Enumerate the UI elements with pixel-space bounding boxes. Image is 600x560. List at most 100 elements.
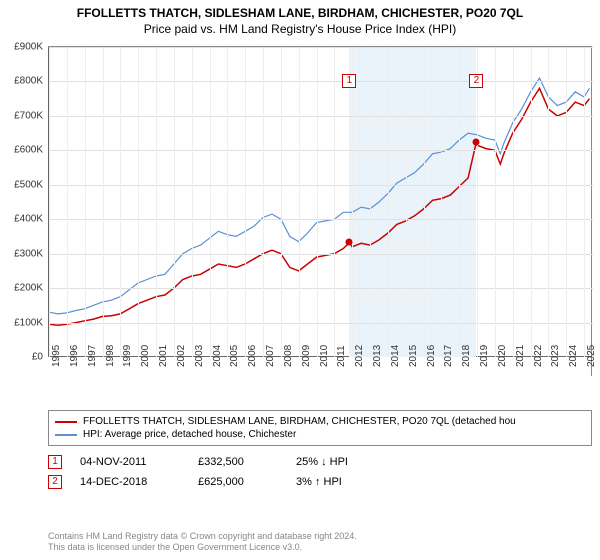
chart-area: 12 £0£100K£200K£300K£400K£500K£600K£700K… bbox=[48, 46, 592, 376]
x-tick-label: 2010 bbox=[319, 345, 330, 367]
x-tick-label: 2024 bbox=[568, 345, 579, 367]
gridline-v bbox=[441, 47, 442, 357]
gridline-v bbox=[566, 47, 567, 357]
x-tick-label: 2020 bbox=[497, 345, 508, 367]
y-tick-label: £600K bbox=[3, 145, 43, 156]
gridline-v bbox=[424, 47, 425, 357]
x-tick-label: 2006 bbox=[247, 345, 258, 367]
series-line bbox=[49, 78, 589, 314]
sales-table: 1 04-NOV-2011 £332,500 25% ↓ HPI 2 14-DEC-201… bbox=[48, 452, 592, 492]
legend-item: HPI: Average price, detached house, Chic… bbox=[55, 428, 585, 441]
line-layer bbox=[49, 47, 593, 357]
x-tick-label: 1998 bbox=[105, 345, 116, 367]
gridline-v bbox=[459, 47, 460, 357]
gridline-v bbox=[138, 47, 139, 357]
x-tick-label: 2018 bbox=[461, 345, 472, 367]
footer-text: Contains HM Land Registry data © Crown c… bbox=[48, 531, 357, 554]
y-tick-label: £100K bbox=[3, 317, 43, 328]
sales-row: 1 04-NOV-2011 £332,500 25% ↓ HPI bbox=[48, 452, 592, 472]
gridline-h bbox=[49, 47, 593, 48]
gridline-v bbox=[334, 47, 335, 357]
legend-item: FFOLLETTS THATCH, SIDLESHAM LANE, BIRDHA… bbox=[55, 415, 585, 428]
chart-title: FFOLLETTS THATCH, SIDLESHAM LANE, BIRDHA… bbox=[0, 0, 600, 20]
y-tick-label: £400K bbox=[3, 214, 43, 225]
gridline-v bbox=[49, 47, 50, 357]
legend-swatch bbox=[55, 434, 77, 436]
legend-swatch bbox=[55, 421, 77, 423]
x-tick-label: 2017 bbox=[443, 345, 454, 367]
x-tick-label: 1996 bbox=[69, 345, 80, 367]
x-tick-label: 2023 bbox=[550, 345, 561, 367]
gridline-v bbox=[210, 47, 211, 357]
y-tick-label: £300K bbox=[3, 248, 43, 259]
chart-subtitle: Price paid vs. HM Land Registry's House … bbox=[0, 20, 600, 36]
y-tick-label: £800K bbox=[3, 76, 43, 87]
x-tick-label: 2015 bbox=[408, 345, 419, 367]
footer-line2: This data is licensed under the Open Gov… bbox=[48, 542, 357, 554]
legend: FFOLLETTS THATCH, SIDLESHAM LANE, BIRDHA… bbox=[48, 410, 592, 446]
gridline-v bbox=[281, 47, 282, 357]
gridline-v bbox=[548, 47, 549, 357]
sale-marker-icon: 1 bbox=[48, 455, 62, 469]
plot-region: 12 bbox=[48, 47, 592, 357]
x-tick-label: 1995 bbox=[51, 345, 62, 367]
x-tick-label: 2004 bbox=[212, 345, 223, 367]
gridline-h bbox=[49, 150, 593, 151]
x-tick-label: 2019 bbox=[479, 345, 490, 367]
x-tick-label: 2003 bbox=[194, 345, 205, 367]
gridline-v bbox=[263, 47, 264, 357]
gridline-h bbox=[49, 323, 593, 324]
gridline-v bbox=[85, 47, 86, 357]
sale-marker-icon: 2 bbox=[48, 475, 62, 489]
gridline-v bbox=[513, 47, 514, 357]
gridline-h bbox=[49, 254, 593, 255]
x-tick-label: 2009 bbox=[301, 345, 312, 367]
y-tick-label: £700K bbox=[3, 110, 43, 121]
x-tick-label: 2008 bbox=[283, 345, 294, 367]
x-tick-label: 1997 bbox=[87, 345, 98, 367]
x-tick-label: 2013 bbox=[372, 345, 383, 367]
gridline-v bbox=[477, 47, 478, 357]
sales-row: 214-DEC-2018£625,0003% ↑ HPI bbox=[48, 472, 592, 492]
gridline-h bbox=[49, 116, 593, 117]
y-tick-label: £900K bbox=[3, 42, 43, 53]
x-tick-label: 1999 bbox=[122, 345, 133, 367]
x-tick-label: 2022 bbox=[533, 345, 544, 367]
legend-label: FFOLLETTS THATCH, SIDLESHAM LANE, BIRDHA… bbox=[83, 416, 516, 427]
x-tick-label: 2016 bbox=[426, 345, 437, 367]
gridline-v bbox=[317, 47, 318, 357]
y-tick-label: £0 bbox=[3, 352, 43, 363]
x-tick-label: 2021 bbox=[515, 345, 526, 367]
x-tick-label: 2012 bbox=[354, 345, 365, 367]
gridline-v bbox=[406, 47, 407, 357]
gridline-h bbox=[49, 288, 593, 289]
x-tick-label: 2014 bbox=[390, 345, 401, 367]
sale-delta: 25% ↓ HPI bbox=[296, 456, 376, 468]
gridline-v bbox=[174, 47, 175, 357]
sale-dot bbox=[473, 138, 480, 145]
gridline-v bbox=[299, 47, 300, 357]
x-tick-label: 2002 bbox=[176, 345, 187, 367]
gridline-v bbox=[584, 47, 585, 357]
x-tick-label: 2011 bbox=[336, 345, 347, 367]
gridline-v bbox=[245, 47, 246, 357]
sale-price: £332,500 bbox=[198, 456, 278, 468]
gridline-v bbox=[388, 47, 389, 357]
y-tick-label: £500K bbox=[3, 179, 43, 190]
gridline-v bbox=[192, 47, 193, 357]
sale-date: 14-DEC-2018 bbox=[80, 476, 180, 488]
sale-dot bbox=[346, 239, 353, 246]
x-tick-label: 2001 bbox=[158, 345, 169, 367]
gridline-h bbox=[49, 185, 593, 186]
gridline-v bbox=[531, 47, 532, 357]
gridline-v bbox=[156, 47, 157, 357]
footer-line1: Contains HM Land Registry data © Crown c… bbox=[48, 531, 357, 543]
sale-delta: 3% ↑ HPI bbox=[296, 476, 376, 488]
sale-marker-label: 2 bbox=[469, 74, 483, 88]
y-tick-label: £200K bbox=[3, 283, 43, 294]
gridline-h bbox=[49, 81, 593, 82]
x-tick-label: 2025 bbox=[586, 345, 597, 367]
x-tick-label: 2007 bbox=[265, 345, 276, 367]
gridline-v bbox=[120, 47, 121, 357]
sale-date: 04-NOV-2011 bbox=[80, 456, 180, 468]
